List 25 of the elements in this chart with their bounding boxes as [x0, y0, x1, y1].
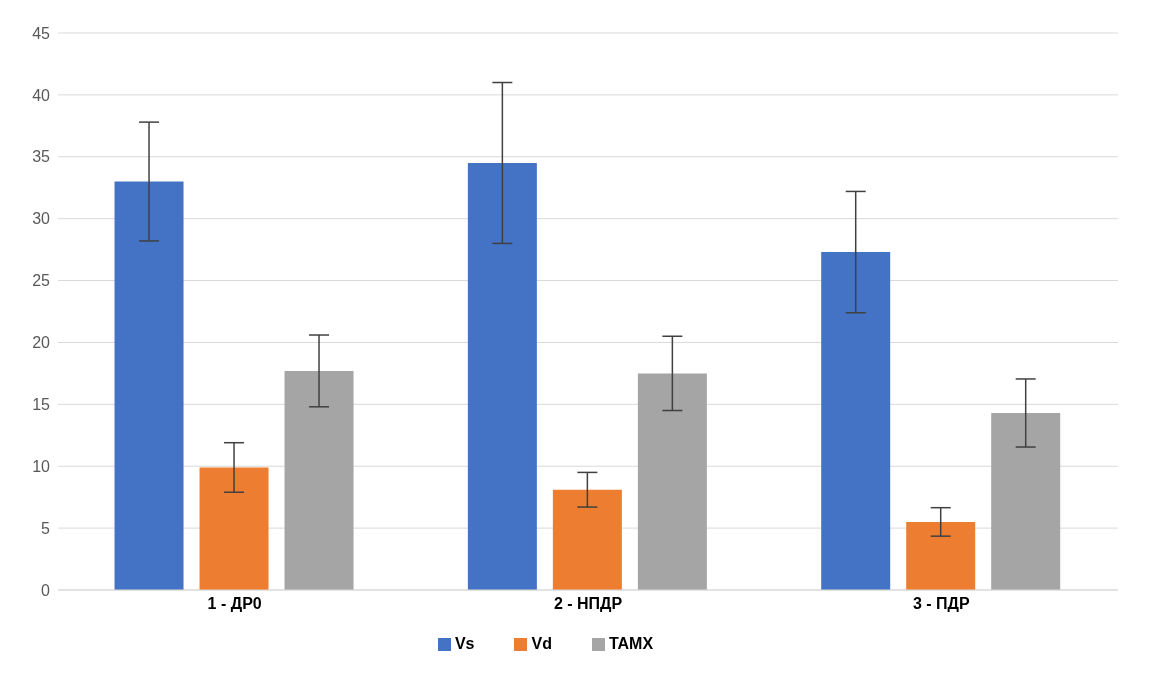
y-tick-label: 35 [32, 148, 51, 166]
y-tick-label: 5 [41, 519, 51, 537]
legend-label: Vd [531, 635, 552, 652]
bar [637, 373, 707, 590]
bar [114, 181, 184, 590]
bar [199, 467, 269, 590]
y-tick-label: 40 [32, 86, 51, 104]
y-tick-label: 0 [41, 581, 51, 599]
y-tick-label: 15 [32, 396, 51, 414]
y-tick-label: 25 [32, 272, 51, 290]
bar [467, 162, 537, 590]
bar [284, 370, 354, 590]
y-tick-label: 45 [32, 24, 51, 42]
bar [906, 521, 976, 590]
bar [991, 413, 1061, 590]
bar [552, 489, 622, 590]
legend-label: Vs [454, 635, 475, 652]
y-tick-label: 20 [32, 334, 51, 352]
y-tick-label: 30 [32, 210, 51, 228]
x-tick-label: 2 - НПДР [553, 595, 623, 613]
x-tick-label: 3 - ПДР [912, 595, 971, 613]
y-tick-label: 10 [32, 457, 51, 475]
x-tick-label: 1 - ДР0 [207, 595, 262, 613]
bar [821, 252, 891, 590]
legend-label: TAMX [608, 635, 654, 652]
